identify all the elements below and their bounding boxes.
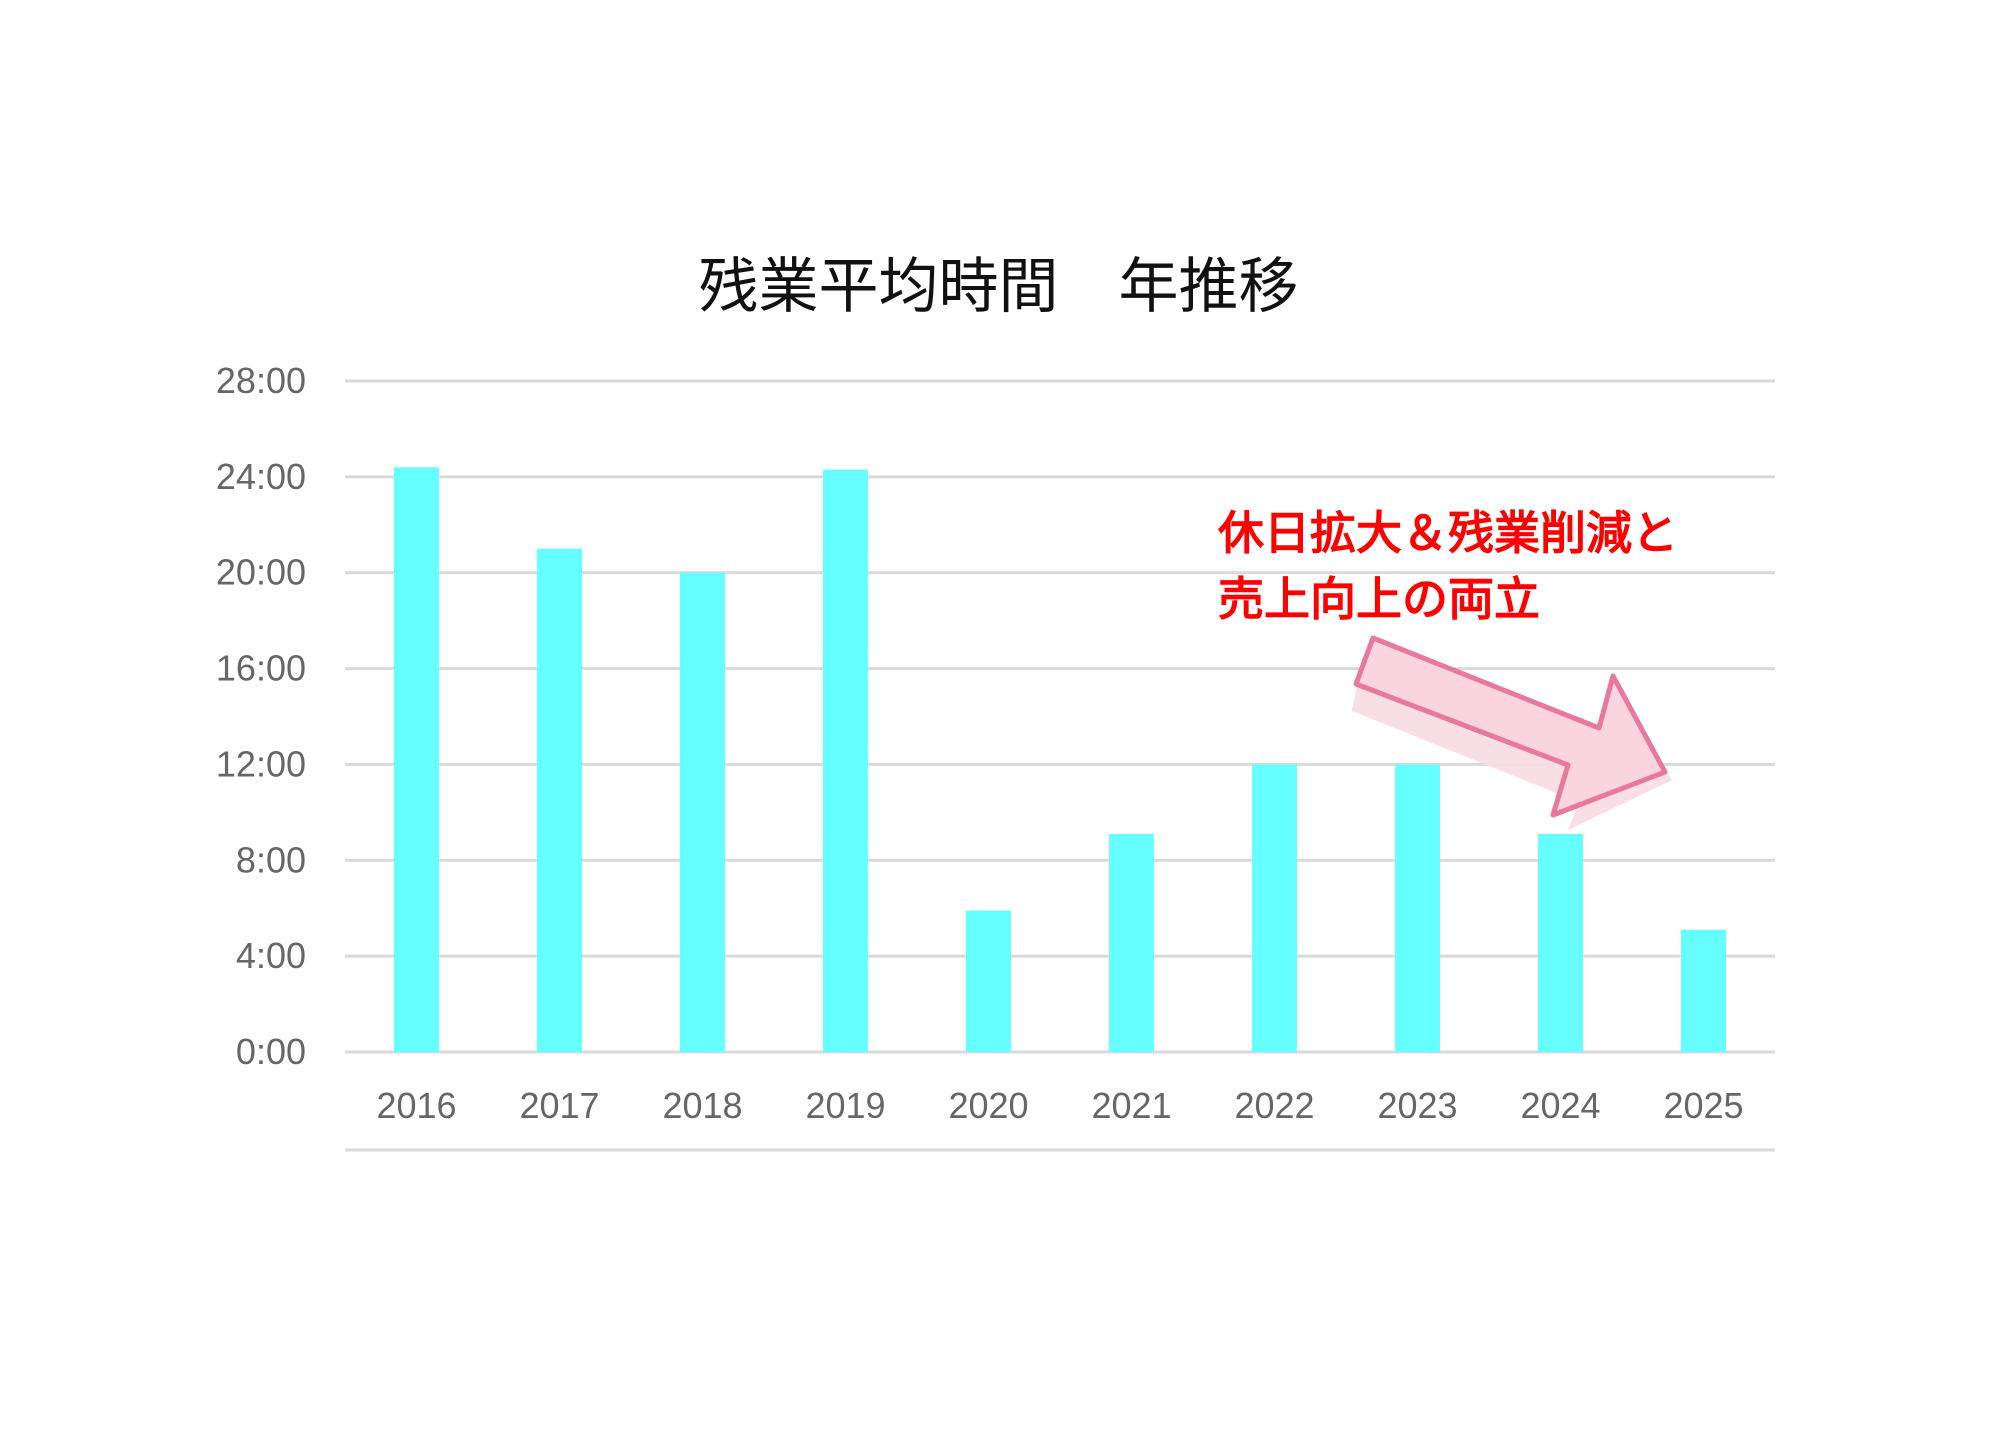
chart-title: 残業平均時間 年推移 <box>698 252 1299 322</box>
bar-2016 <box>394 467 439 1052</box>
annotation-line-2: 売上向上の両立 <box>1218 572 1540 626</box>
x-tick-label: 2018 <box>662 1085 742 1126</box>
x-axis: 2016 2017 2018 2019 2020 2021 2022 2023 2024 2025 <box>376 1085 1743 1126</box>
bar-2023 <box>1395 764 1440 1052</box>
bar-2025 <box>1681 929 1726 1052</box>
bar-2020 <box>966 910 1011 1052</box>
annotation-text: 休日拡大＆残業削減と 売上向上の両立 <box>1218 500 1678 632</box>
bar-2021 <box>1109 833 1154 1052</box>
x-tick-label: 2024 <box>1520 1085 1600 1126</box>
x-tick-label: 2023 <box>1377 1085 1457 1126</box>
bar-2022 <box>1252 764 1297 1052</box>
y-tick-label: 12:00 <box>216 743 306 784</box>
bar-2017 <box>537 548 582 1052</box>
y-tick-label: 16:00 <box>216 648 306 689</box>
x-tick-label: 2020 <box>948 1085 1028 1126</box>
x-tick-label: 2021 <box>1091 1085 1171 1126</box>
y-tick-label: 4:00 <box>236 935 306 976</box>
bar-2024 <box>1538 833 1583 1052</box>
x-tick-label: 2025 <box>1663 1085 1743 1126</box>
bars <box>394 467 1726 1052</box>
y-tick-label: 24:00 <box>216 456 306 497</box>
bar-2018 <box>680 572 725 1052</box>
x-tick-label: 2022 <box>1234 1085 1314 1126</box>
x-tick-label: 2019 <box>805 1085 885 1126</box>
arrow-icon <box>1353 635 1668 818</box>
annotation-line-1: 休日拡大＆残業削減と <box>1218 506 1678 560</box>
y-tick-label: 8:00 <box>236 839 306 880</box>
x-tick-label: 2017 <box>519 1085 599 1126</box>
x-tick-label: 2016 <box>376 1085 456 1126</box>
bar-2019 <box>823 469 868 1052</box>
y-tick-label: 28:00 <box>216 360 306 401</box>
y-tick-label: 0:00 <box>236 1031 306 1072</box>
y-tick-label: 20:00 <box>216 552 306 593</box>
y-axis: 0:00 4:00 8:00 12:00 16:00 20:00 24:00 28:00 <box>216 360 306 1072</box>
annotation-arrow <box>1352 635 1672 830</box>
